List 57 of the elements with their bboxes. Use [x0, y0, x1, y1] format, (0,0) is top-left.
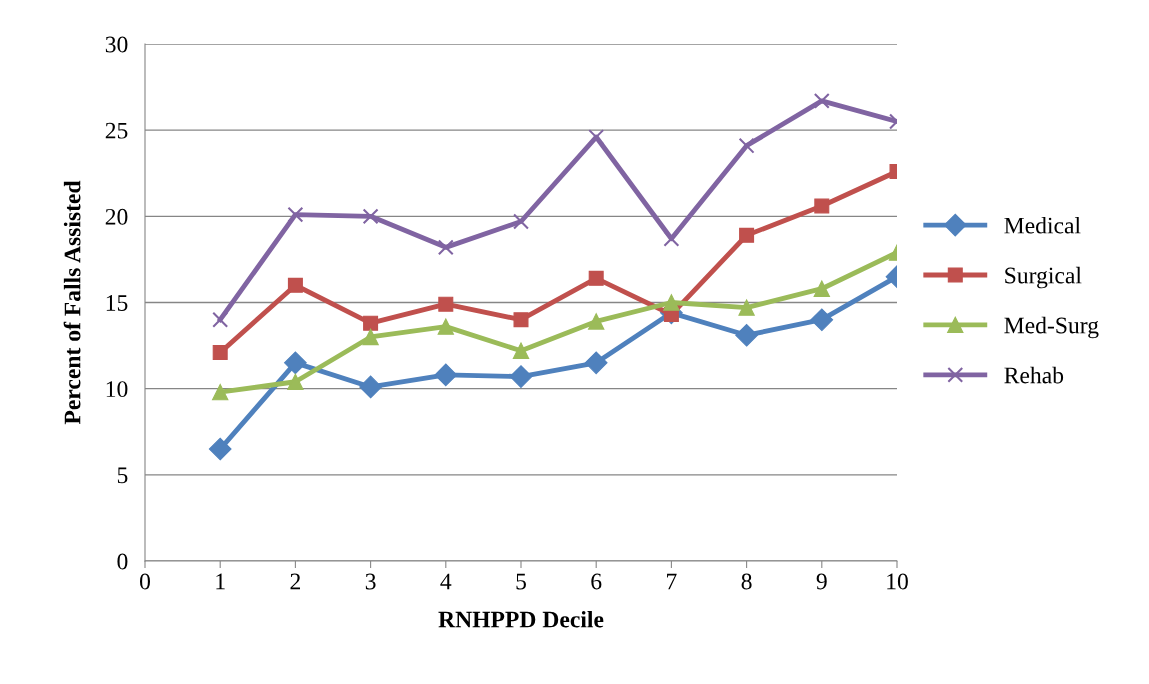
point — [588, 313, 605, 330]
point — [810, 308, 834, 332]
point — [359, 375, 382, 399]
point — [663, 294, 680, 311]
y-tick-label: 5 — [117, 467, 128, 484]
x-tick-label: 2 — [290, 573, 300, 590]
point — [738, 299, 755, 316]
point — [437, 239, 454, 256]
point — [438, 296, 454, 312]
point — [362, 328, 379, 346]
point — [287, 206, 304, 223]
x-tick-label: 5 — [516, 573, 526, 590]
point — [813, 92, 830, 109]
point — [287, 373, 304, 390]
x-tick-label: 9 — [816, 573, 827, 590]
point — [212, 311, 229, 328]
point — [363, 315, 379, 331]
point — [512, 342, 530, 359]
point — [588, 270, 604, 286]
y-axis-title: Percent of Falls Assisted — [63, 180, 81, 425]
point — [284, 351, 307, 375]
x-tick-label: 6 — [591, 573, 602, 590]
point — [437, 318, 454, 335]
point — [212, 344, 228, 360]
legend-label: Surgical — [1005, 266, 1082, 289]
x-tick-label: 7 — [667, 573, 677, 590]
point — [212, 383, 229, 401]
point — [584, 351, 608, 375]
y-tick-label: 30 — [105, 36, 128, 53]
point — [513, 312, 529, 328]
x-tick-label: 3 — [365, 573, 376, 590]
y-tick-label: 0 — [117, 553, 128, 570]
point — [663, 230, 680, 247]
x-tick-label: 1 — [216, 573, 225, 590]
point — [208, 437, 232, 461]
point — [739, 227, 755, 243]
point — [434, 363, 458, 387]
point — [738, 137, 755, 154]
legend-label: Rehab — [1004, 366, 1064, 384]
x-tick-label: 10 — [887, 573, 908, 590]
x-tick-label: 0 — [140, 573, 150, 590]
y-tick-label: 20 — [105, 208, 128, 225]
x-tick-label: 8 — [741, 573, 752, 590]
point — [362, 208, 379, 225]
y-tick-label: 15 — [106, 295, 128, 311]
point — [814, 198, 830, 214]
x-axis-title: RNHPPD Decile — [438, 610, 604, 628]
point — [509, 365, 533, 388]
legend-label: Medical — [1004, 216, 1081, 234]
point — [513, 213, 529, 230]
point — [813, 280, 830, 297]
y-tick-label: 25 — [105, 122, 128, 139]
y-tick-label: 10 — [106, 381, 128, 398]
point — [287, 277, 303, 293]
x-tick-label: 4 — [440, 573, 452, 590]
point — [735, 323, 758, 347]
legend-label: Med-Surg — [1004, 316, 1099, 339]
